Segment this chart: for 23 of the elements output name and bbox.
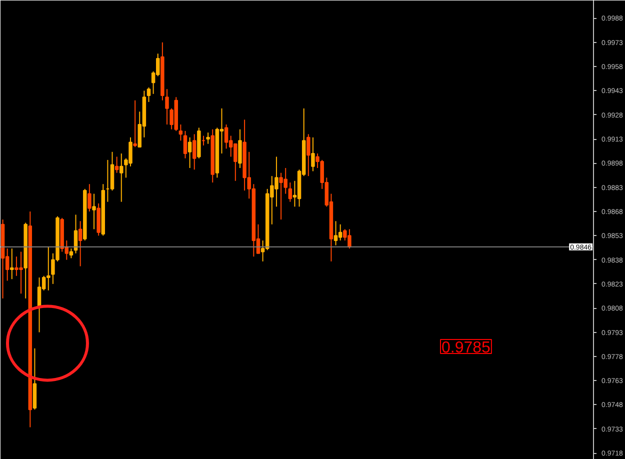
candlestick [206, 132, 210, 144]
candlestick [224, 124, 228, 150]
candlestick [69, 248, 74, 259]
candlestick [306, 134, 310, 177]
candlestick [133, 100, 137, 148]
candlestick [120, 153, 124, 202]
candlestick [178, 124, 183, 142]
candlestick [192, 134, 196, 170]
candlestick [238, 128, 242, 168]
candlestick [188, 136, 192, 168]
candlestick [88, 184, 92, 212]
candlestick [311, 136, 315, 172]
candlestick [183, 130, 188, 159]
candlestick [338, 224, 342, 241]
candlestick [334, 220, 338, 246]
candlestick [92, 193, 96, 230]
candlestick [78, 220, 82, 267]
candlestick [288, 182, 292, 202]
candlestick [114, 156, 119, 174]
candlestick [146, 86, 151, 102]
candlestick [10, 248, 14, 280]
candlestick [165, 88, 169, 126]
annotation: 0.9785 [442, 340, 491, 356]
